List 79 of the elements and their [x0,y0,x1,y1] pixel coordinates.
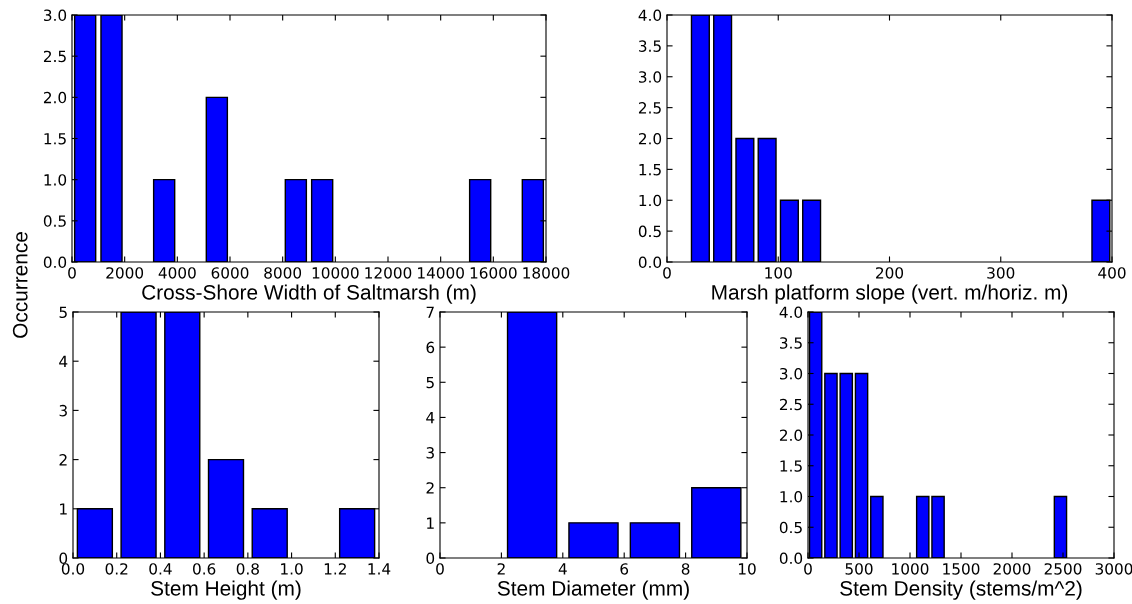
y-tick-label: 0.5 [43,215,66,227]
x-axis-title: Cross-Shore Width of Saltmarsh (m) [142,284,476,304]
x-axis-title: Stem Density (stems/m^2) [840,580,1082,600]
x-tick-label: 1.0 [281,563,303,575]
x-tick-label: 100 [765,267,792,279]
y-tick-label: 3.0 [44,9,67,22]
x-tick-label: 2500 [1044,563,1082,575]
y-tick-label: 0.0 [638,256,662,269]
x-tick-label: 500 [845,563,873,575]
y-tick-label: 2.5 [43,50,66,63]
x-tick-label: 4000 [158,267,196,279]
y-tick-label: 4 [59,355,68,367]
x-tick-label: 0 [663,267,671,279]
x-tick-label: 400 [1098,267,1126,279]
y-tick-label: 0.5 [779,521,802,534]
x-axis-title: Marsh platform slope (vert. m/horiz. m) [712,284,1068,304]
x-tick-label: 200 [876,267,904,279]
x-tick-label: 18000 [523,267,570,279]
x-tick-label: 4 [558,563,567,575]
x-tick-label: 12000 [365,267,412,279]
x-tick-label: 6000 [211,267,249,279]
x-tick-label: 1.4 [368,563,391,575]
x-tick-label: 3000 [1095,563,1132,575]
y-tick-label: 5 [426,376,434,389]
y-tick-label: 1.5 [44,133,66,145]
y-tick-label: 0.0 [779,552,803,565]
x-tick-label: 1500 [943,563,980,575]
x-tick-label: 0.2 [105,563,128,575]
x-tick-label: 8 [681,563,690,575]
y-tick-label: 0.5 [638,225,661,238]
x-tick-label: 0.4 [149,563,172,575]
y-tick-label: 4.0 [638,9,662,22]
x-tick-label: 1.2 [324,563,346,575]
x-tick-label: 16000 [470,267,517,279]
y-tick-label: 4.0 [779,306,803,319]
x-axis-title: Stem Diameter (mm) [497,580,689,600]
x-tick-label: 2000 [106,267,144,279]
x-tick-label: 2000 [993,563,1031,575]
y-tick-label: 3 [426,447,434,459]
y-tick-label: 1 [60,503,67,515]
x-tick-label: 0 [436,563,444,575]
x-axis-title: Stem Height (m) [151,580,301,600]
x-tick-label: 1000 [892,563,929,575]
y-tick-label: 1.5 [780,460,802,472]
y-tick-label: 1.0 [639,194,662,207]
x-tick-label: 2 [497,563,505,575]
x-tick-label: 10000 [312,267,359,279]
x-tick-label: 0 [804,563,812,575]
y-tick-label: 7 [426,306,434,318]
x-tick-label: 0.8 [236,563,259,575]
y-tick-label: 0.0 [43,256,67,269]
y-tick-label: 2.5 [779,398,802,411]
y-tick-label: 0 [426,552,435,565]
y-tick-label: 6 [426,341,435,354]
y-tick-label: 2.5 [638,102,661,114]
x-tick-label: 8000 [264,267,302,279]
y-axis-title: Occurrence [12,232,28,338]
y-tick-label: 5 [59,306,67,319]
y-tick-label: 3 [59,404,67,417]
y-tick-label: 1.0 [44,174,67,186]
y-tick-label: 2 [426,482,434,494]
y-tick-label: 3.5 [639,40,661,52]
y-tick-label: 1.5 [639,164,661,176]
y-tick-label: 3.0 [780,367,803,380]
y-tick-label: 3.5 [780,337,802,349]
y-tick-label: 2 [59,454,67,466]
y-tick-label: 1 [427,517,434,529]
x-tick-label: 0 [68,267,76,279]
y-tick-label: 2.0 [779,429,803,442]
x-tick-label: 14000 [418,267,464,279]
y-tick-label: 2.0 [638,132,662,145]
y-tick-label: 1.0 [780,490,803,503]
x-tick-label: 6 [620,563,629,575]
x-tick-label: 300 [987,267,1015,279]
y-tick-label: 3.0 [639,71,662,83]
y-tick-label: 2.0 [43,91,67,104]
y-tick-label: 4 [426,412,435,424]
x-tick-label: 0.6 [193,563,216,575]
x-tick-label: 10 [738,563,756,575]
